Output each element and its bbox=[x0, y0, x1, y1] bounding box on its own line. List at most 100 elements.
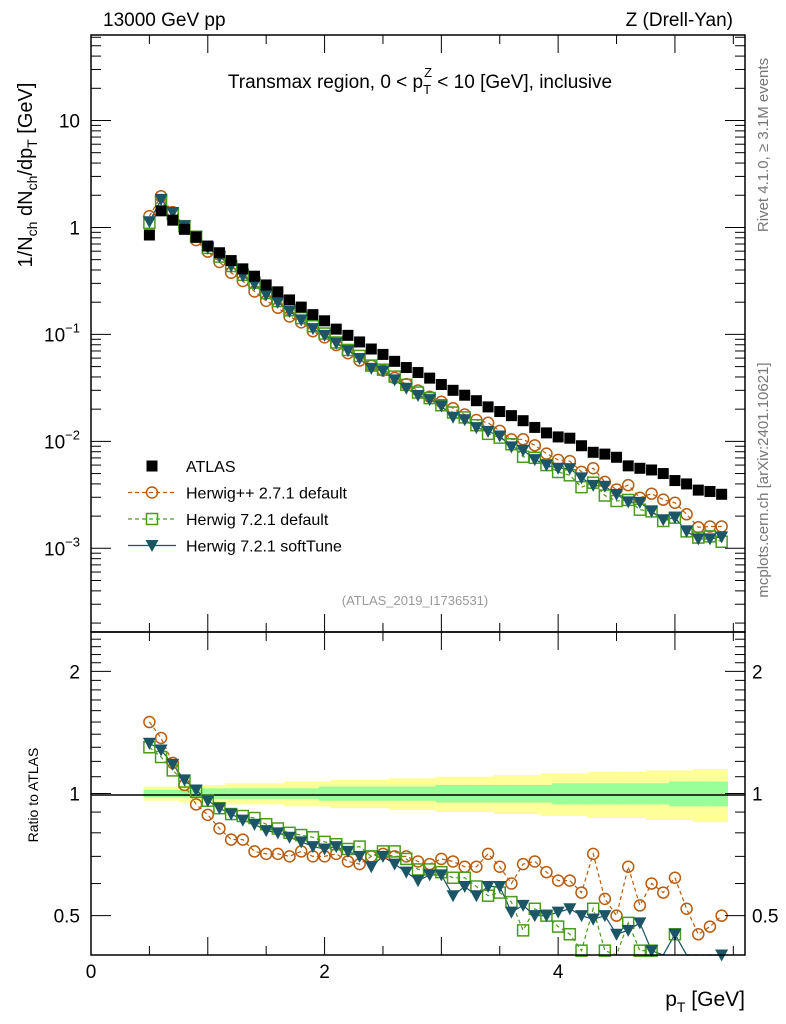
y-tick-base: 10 bbox=[44, 539, 65, 560]
band-stat bbox=[575, 783, 588, 805]
ratio-point-2 bbox=[166, 758, 180, 771]
atlas-data-point bbox=[716, 488, 728, 500]
ratio-point-2 bbox=[388, 858, 402, 871]
data-point-2 bbox=[516, 444, 530, 457]
y-tick-base: 10 bbox=[44, 325, 65, 346]
atlas-data-point bbox=[447, 384, 459, 396]
ratio-point-0 bbox=[446, 855, 460, 868]
ratio-point-2 bbox=[353, 850, 367, 863]
data-point-2 bbox=[621, 496, 635, 509]
ratio-point-1 bbox=[598, 944, 612, 957]
ratio-point-0 bbox=[505, 877, 518, 890]
band-stat bbox=[365, 786, 378, 801]
ratio-point-0 bbox=[633, 899, 647, 912]
atlas-data-point bbox=[692, 484, 704, 496]
atlas-data-point bbox=[587, 446, 599, 458]
ylabel-sub: ch bbox=[24, 222, 40, 237]
data-point-2 bbox=[271, 296, 285, 309]
atlas-data-point bbox=[225, 255, 237, 267]
ratio-point-0 bbox=[563, 874, 577, 887]
data-point-2 bbox=[283, 305, 297, 318]
band-stat bbox=[330, 786, 343, 801]
xlabel-part: p bbox=[665, 988, 677, 1011]
band-stat bbox=[435, 784, 448, 803]
band-stat bbox=[447, 784, 460, 803]
band-stat bbox=[634, 783, 647, 805]
ratio-point-0 bbox=[435, 852, 448, 866]
ratio-point-2 bbox=[563, 903, 577, 916]
ratio-point-2 bbox=[633, 917, 647, 930]
data-point-2 bbox=[364, 362, 378, 375]
legend-label: Herwig 7.2.1 default bbox=[186, 512, 329, 529]
title-sub: T bbox=[423, 82, 431, 97]
ratio-tick-label-right: 0.5 bbox=[752, 907, 778, 928]
ylabel-part: [GeV] bbox=[15, 83, 37, 140]
atlas-data-point bbox=[178, 223, 190, 235]
band-stat bbox=[680, 781, 693, 807]
y-tick-label: 10−3 bbox=[44, 534, 80, 560]
ratio-point-2 bbox=[598, 910, 612, 923]
legend-marker bbox=[145, 540, 159, 552]
data-point-2 bbox=[458, 414, 472, 427]
atlas-data-point bbox=[470, 395, 482, 407]
data-point-0 bbox=[645, 487, 658, 500]
data-point-2 bbox=[493, 430, 507, 443]
ratio-point-2 bbox=[610, 928, 624, 941]
ratio-point-2 bbox=[142, 737, 156, 750]
band-stat bbox=[307, 788, 320, 799]
data-point-2 bbox=[575, 472, 588, 485]
data-point-2 bbox=[539, 459, 553, 472]
band-stat bbox=[225, 788, 238, 799]
data-point-2 bbox=[586, 479, 600, 492]
band-stat bbox=[388, 786, 401, 801]
legend-label: Herwig++ 2.7.1 default bbox=[186, 486, 348, 503]
band-stat bbox=[657, 783, 670, 805]
atlas-data-point bbox=[564, 432, 576, 444]
ratio-point-2 bbox=[528, 910, 542, 923]
band-stat bbox=[692, 781, 705, 807]
data-point-2 bbox=[656, 514, 670, 527]
ratio-point-0 bbox=[213, 822, 226, 835]
atlas-data-point bbox=[517, 415, 529, 427]
band-stat bbox=[283, 788, 296, 799]
ratio-tick-label-right: 1 bbox=[752, 785, 763, 806]
data-point-2 bbox=[154, 193, 168, 206]
band-stat bbox=[272, 788, 285, 799]
ratio-point-2 bbox=[645, 945, 659, 958]
y-tick-base: 10 bbox=[59, 111, 80, 132]
ratio-point-1 bbox=[575, 944, 588, 957]
atlas-data-point bbox=[354, 336, 366, 348]
band-stat bbox=[166, 790, 180, 798]
atlas-data-point bbox=[599, 448, 611, 460]
atlas-data-point bbox=[143, 229, 155, 241]
y-tick-base: 1 bbox=[69, 218, 80, 239]
data-point-2 bbox=[481, 425, 495, 438]
ratio-tick-label-right: 2 bbox=[752, 662, 763, 683]
ratio-point-0 bbox=[586, 847, 600, 861]
data-point-2 bbox=[668, 512, 682, 525]
data-point-2 bbox=[469, 422, 483, 435]
ratio-point-0 bbox=[470, 860, 483, 873]
ylabel-sub: ch bbox=[24, 176, 40, 191]
data-point-2 bbox=[446, 411, 460, 424]
x-tick-label: 2 bbox=[319, 962, 330, 983]
series-markers bbox=[142, 189, 729, 962]
ratio-plot-frame bbox=[90, 631, 746, 956]
atlas-data-point bbox=[681, 478, 693, 490]
atlas-data-point bbox=[435, 379, 447, 391]
title-sup: Z bbox=[424, 65, 432, 80]
legend-label: ATLAS bbox=[186, 459, 236, 476]
analysis-id: (ATLAS_2019_I1736531) bbox=[342, 593, 488, 608]
data-point-2 bbox=[318, 329, 332, 342]
ratio-point-1 bbox=[563, 927, 577, 941]
atlas-data-point bbox=[167, 214, 179, 226]
band-stat bbox=[482, 784, 495, 803]
atlas-data-point bbox=[482, 401, 494, 413]
band-stat bbox=[155, 790, 168, 798]
band-stat bbox=[260, 788, 273, 799]
side-text-mcplots: mcplots.cern.ch [arXiv:2401.10621] bbox=[755, 362, 772, 597]
band-stat bbox=[295, 788, 308, 799]
band-stat bbox=[715, 781, 728, 807]
atlas-data-point bbox=[307, 309, 319, 321]
legend-label: Herwig 7.2.1 softTune bbox=[186, 539, 342, 556]
